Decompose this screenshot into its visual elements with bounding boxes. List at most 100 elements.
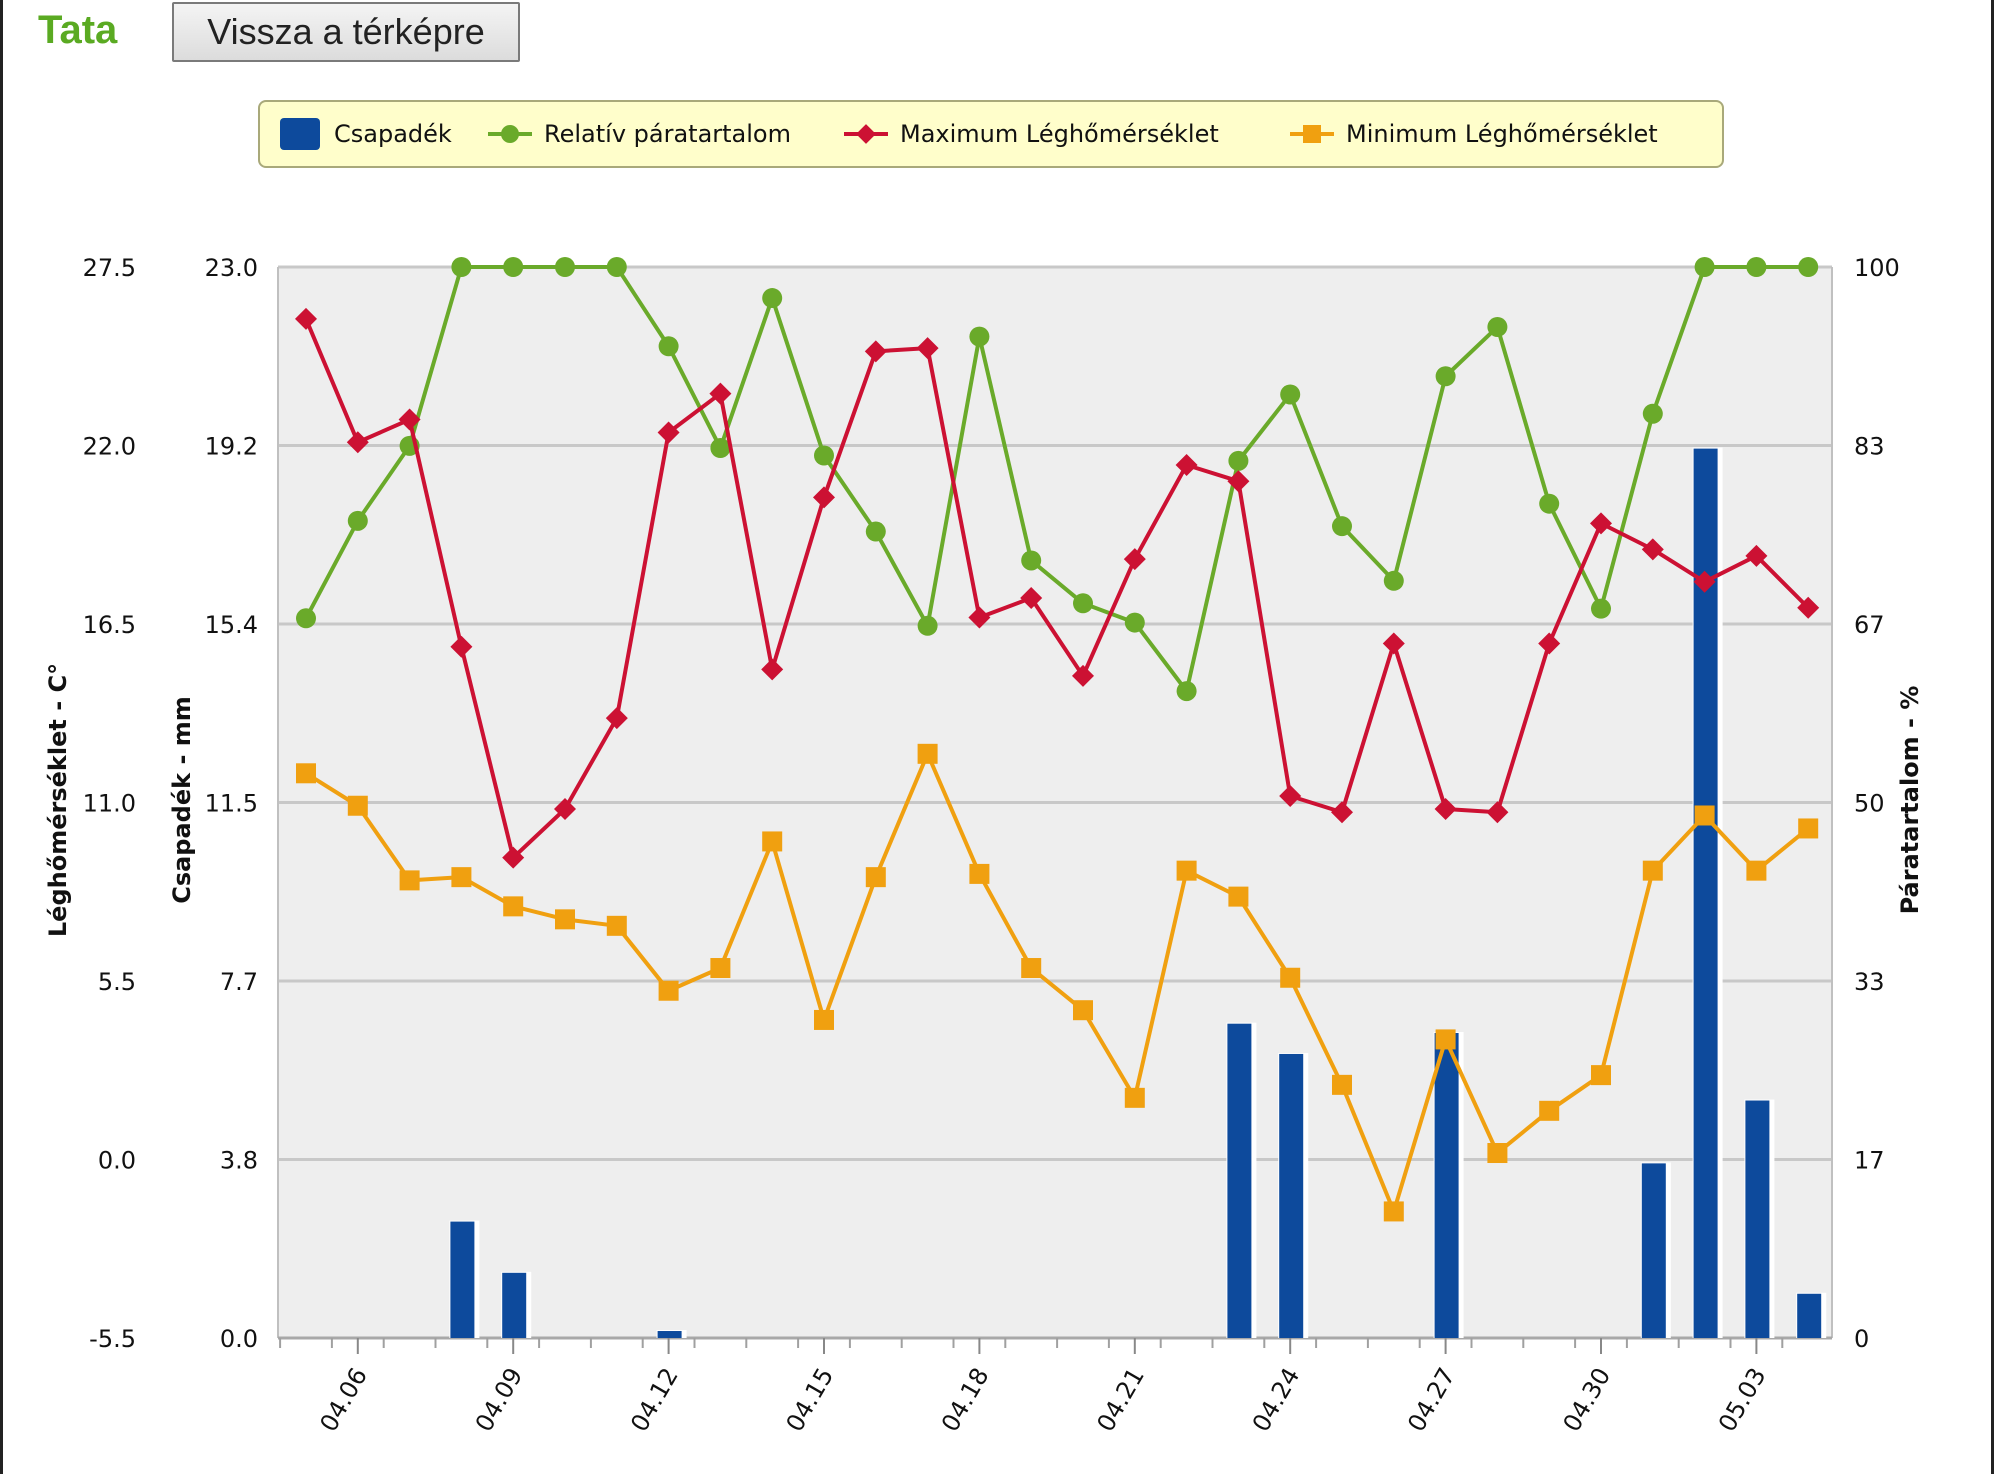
tmax-marker (864, 340, 887, 363)
temperature-tick-label: 22.0 (83, 433, 136, 461)
tmin-marker (1539, 1100, 1560, 1121)
temperature-tick-label: 27.5 (83, 254, 136, 282)
precipitation-tick-label: 3.8 (220, 1147, 258, 1175)
tmax-marker (398, 408, 421, 431)
humidity-marker (865, 521, 886, 542)
x-tick-label: 04.21 (1091, 1363, 1150, 1437)
humidity-marker (555, 257, 575, 277)
humidity-marker (658, 336, 679, 357)
tmax-marker (1693, 570, 1716, 593)
x-tick-label: 04.30 (1558, 1363, 1617, 1437)
tmin-marker (451, 867, 472, 888)
tmin-marker (1383, 1201, 1404, 1222)
humidity-marker (1228, 450, 1249, 471)
legend-bar-icon (278, 118, 322, 150)
tmax-marker (1331, 801, 1353, 824)
humidity-tick-label: 33 (1854, 968, 1885, 996)
humidity-marker (1280, 384, 1301, 405)
humidity-marker (814, 445, 834, 466)
tmax-marker (761, 658, 784, 681)
tmax-marker (1279, 785, 1302, 808)
legend-item-tmax[interactable]: Maximum Léghőmérséklet (844, 102, 1219, 166)
precip-bar (1745, 1100, 1770, 1338)
tmax-marker (1175, 453, 1198, 476)
precip-bar (450, 1221, 475, 1338)
humidity-tick-label: 0 (1854, 1325, 1869, 1353)
legend-label-tmin: Minimum Léghőmérséklet (1346, 120, 1658, 148)
tmax-marker (1486, 801, 1509, 824)
tmax-marker (1227, 470, 1250, 493)
tmin-marker (1021, 958, 1042, 979)
humidity-marker (1642, 403, 1663, 424)
humidity-tick-label: 100 (1854, 254, 1900, 282)
tmin-marker (606, 915, 627, 936)
tmax-marker (1382, 632, 1405, 655)
humidity-marker (710, 437, 731, 458)
humidity-marker (451, 257, 472, 277)
temperature-tick-label: -5.5 (89, 1325, 136, 1353)
humidity-tick-label: 17 (1854, 1147, 1885, 1175)
tmin-marker (555, 909, 575, 930)
legend-label-tmax: Maximum Léghőmérséklet (900, 120, 1219, 148)
tmax-marker (1745, 544, 1768, 567)
tmax-marker (916, 337, 939, 360)
x-tick-label: 04.27 (1402, 1363, 1461, 1437)
precip-bar (1797, 1293, 1822, 1338)
tmax-marker (968, 606, 991, 629)
legend-item-precip[interactable]: Csapadék (278, 102, 452, 166)
humidity-marker (503, 257, 524, 277)
humidity-marker (1487, 316, 1508, 337)
tmin-marker (1073, 1000, 1093, 1021)
tmax-marker (709, 382, 732, 405)
tmin-marker (399, 870, 420, 891)
humidity-marker (1073, 593, 1093, 614)
tmax-marker (1434, 797, 1457, 820)
precipitation-tick-label: 15.4 (205, 611, 258, 639)
precip-bar (1693, 448, 1718, 1338)
temperature-tick-label: 0.0 (98, 1147, 136, 1175)
legend-item-humidity[interactable]: Relatív páratartalom (488, 102, 791, 166)
tmin-marker (347, 795, 368, 816)
legend-label-precip: Csapadék (334, 120, 452, 148)
tmax-marker (450, 635, 473, 658)
precipitation-tick-label: 23.0 (205, 254, 258, 282)
tmin-marker (1228, 886, 1249, 907)
precip-bar (1279, 1053, 1304, 1338)
tmin-marker (1435, 1029, 1456, 1050)
tmax-marker (502, 846, 525, 869)
legend-square-icon (1290, 118, 1334, 150)
humidity-marker (1798, 257, 1819, 277)
humidity-marker (969, 326, 990, 347)
tmax-marker (1072, 664, 1094, 687)
tmax-marker (1590, 512, 1612, 535)
humidity-marker (762, 288, 783, 309)
precipitation-tick-label: 0.0 (220, 1325, 258, 1353)
humidity-marker (1021, 550, 1042, 571)
humidity-marker (1383, 570, 1404, 591)
legend-diamond-icon (844, 118, 888, 150)
tmin-marker (917, 743, 938, 764)
tmax-marker (1538, 632, 1561, 655)
chart-legend: Csapadék Relatív páratartalom Maximum Lé… (258, 100, 1724, 168)
humidity-marker (1176, 681, 1197, 702)
back-to-map-button[interactable]: Vissza a térképre (172, 2, 520, 62)
tmax-marker (1020, 587, 1043, 610)
humidity-marker (1124, 612, 1145, 633)
precip-bar (1227, 1023, 1252, 1338)
legend-label-humidity: Relatív páratartalom (544, 120, 791, 148)
x-tick-label: 04.06 (314, 1363, 373, 1437)
humidity-marker (606, 257, 627, 277)
humidity-marker (917, 615, 938, 636)
legend-item-tmin[interactable]: Minimum Léghőmérséklet (1290, 102, 1658, 166)
tmin-marker (969, 863, 990, 884)
tmin-marker (710, 958, 731, 979)
precipitation-axis-title: Csapadék - mm (168, 696, 196, 904)
humidity-marker (1539, 493, 1560, 514)
humidity-marker (1694, 257, 1715, 277)
tmax-line (304, 318, 1810, 860)
x-tick-label: 04.09 (470, 1363, 529, 1437)
humidity-tick-label: 67 (1854, 611, 1885, 639)
legend-circle-icon (488, 118, 532, 150)
